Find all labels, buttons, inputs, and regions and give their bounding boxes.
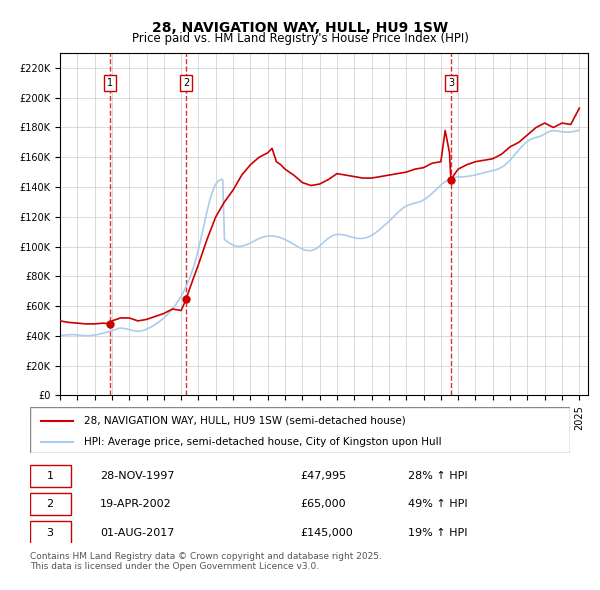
Text: £47,995: £47,995 (300, 471, 346, 481)
Text: 3: 3 (448, 78, 454, 88)
FancyBboxPatch shape (30, 522, 71, 543)
Text: 19% ↑ HPI: 19% ↑ HPI (408, 527, 467, 537)
Text: £145,000: £145,000 (300, 527, 353, 537)
Text: 28, NAVIGATION WAY, HULL, HU9 1SW (semi-detached house): 28, NAVIGATION WAY, HULL, HU9 1SW (semi-… (84, 416, 406, 426)
Text: 49% ↑ HPI: 49% ↑ HPI (408, 499, 467, 509)
Text: 19-APR-2002: 19-APR-2002 (100, 499, 172, 509)
Text: 2: 2 (46, 499, 53, 509)
Text: 28, NAVIGATION WAY, HULL, HU9 1SW: 28, NAVIGATION WAY, HULL, HU9 1SW (152, 21, 448, 35)
Text: 28% ↑ HPI: 28% ↑ HPI (408, 471, 467, 481)
FancyBboxPatch shape (30, 493, 71, 516)
Text: Price paid vs. HM Land Registry's House Price Index (HPI): Price paid vs. HM Land Registry's House … (131, 32, 469, 45)
Text: 1: 1 (107, 78, 113, 88)
Text: 2: 2 (183, 78, 190, 88)
Text: 01-AUG-2017: 01-AUG-2017 (100, 527, 175, 537)
Text: Contains HM Land Registry data © Crown copyright and database right 2025.
This d: Contains HM Land Registry data © Crown c… (30, 552, 382, 571)
Text: £65,000: £65,000 (300, 499, 346, 509)
Text: 1: 1 (46, 471, 53, 481)
FancyBboxPatch shape (30, 465, 71, 487)
Text: HPI: Average price, semi-detached house, City of Kingston upon Hull: HPI: Average price, semi-detached house,… (84, 437, 442, 447)
Text: 3: 3 (46, 527, 53, 537)
Text: 28-NOV-1997: 28-NOV-1997 (100, 471, 175, 481)
